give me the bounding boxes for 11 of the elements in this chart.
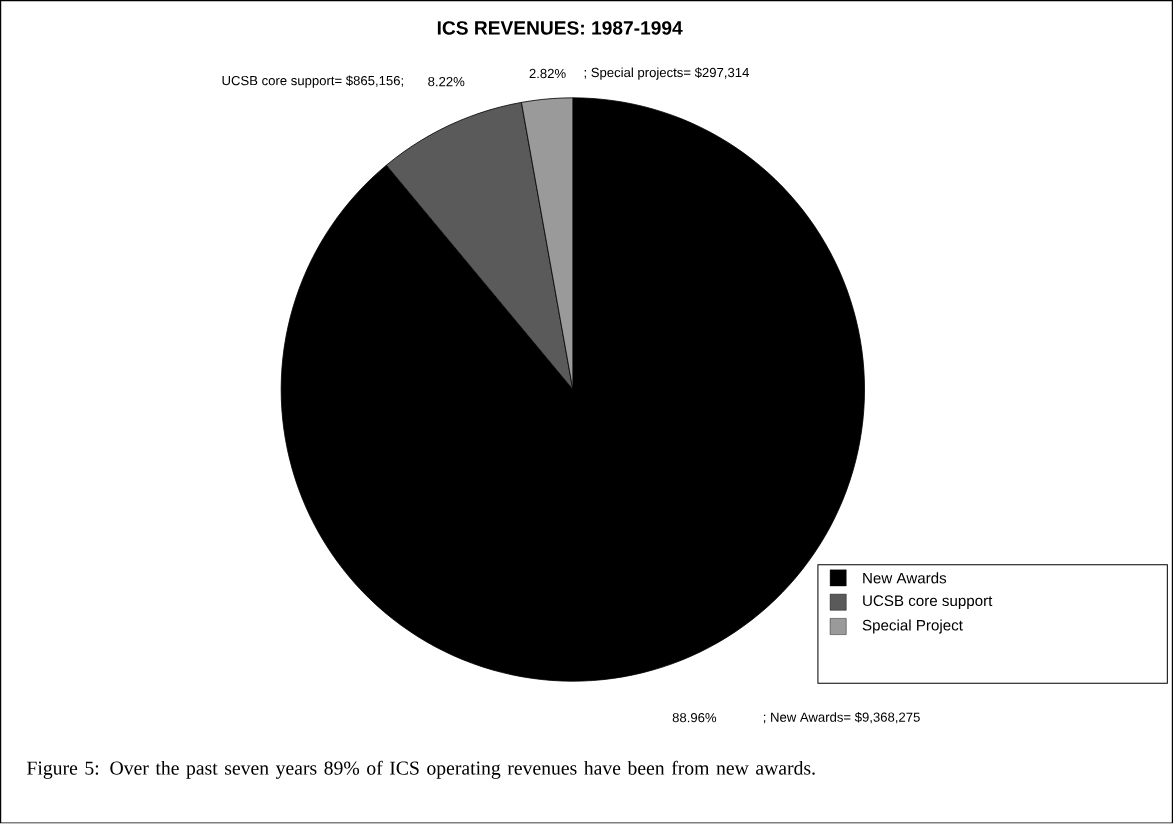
legend-label: Special Project [862, 619, 963, 634]
chart-title: ICS REVENUES: 1987-1994 [437, 21, 683, 35]
data-label: 8.22% [428, 77, 465, 87]
data-label: 2.82% [529, 69, 566, 79]
text: UCSB core support= $865,156; [222, 75, 403, 89]
text: ; New Awards= $9,368,275 [763, 712, 920, 724]
legend-label: New Awards [863, 572, 947, 584]
legend-label: UCSB core support [863, 595, 993, 610]
data-label: 88.96% [672, 713, 717, 723]
text: ; Special projects= $297,314 [584, 67, 749, 80]
caption: Figure 5: Over the past seven years 89% of ICS operating revenues have been from new awards. [27, 760, 815, 780]
